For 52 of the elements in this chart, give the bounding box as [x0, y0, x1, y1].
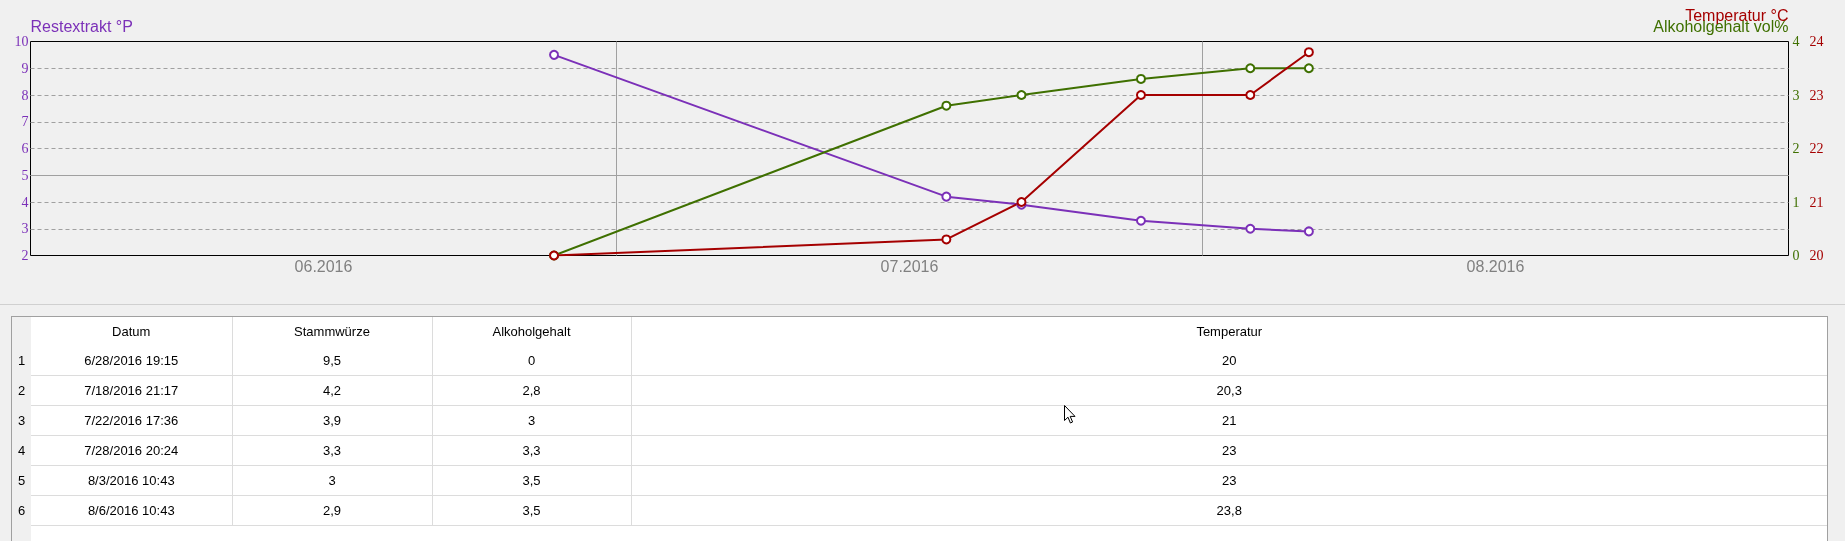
text: 3,3	[232, 435, 432, 466]
text: 3,3	[432, 435, 631, 466]
y-tick-label: 3	[21, 221, 29, 237]
text: Alkoholgehalt	[432, 317, 631, 346]
text: 7/22/2016 17:36	[31, 405, 232, 436]
text: 3,5	[432, 495, 631, 526]
y3-tick-label: 23	[1809, 87, 1824, 103]
x-tick-label: 06.2016	[294, 258, 353, 275]
y-tick-label: 10	[14, 34, 29, 49]
text: 8/6/2016 10:43	[31, 495, 232, 526]
text: 3	[232, 465, 432, 496]
x-tick-label: 08.2016	[1466, 258, 1525, 275]
text: 0	[432, 346, 631, 376]
y2-tick-label: 4	[1792, 34, 1800, 49]
y3-tick-label: 22	[1809, 141, 1824, 156]
text: 3,9	[232, 405, 432, 436]
text: 21	[631, 405, 1827, 436]
text: 8/3/2016 10:43	[31, 465, 232, 496]
y-tick-label: 8	[21, 87, 29, 103]
text: Stammwürze	[232, 317, 432, 346]
text: Temperatur	[1195, 323, 1264, 341]
text: 23,8	[631, 495, 1827, 526]
text: 2,8	[432, 375, 631, 406]
y3-tick-label: 24	[1809, 34, 1824, 49]
text: 2,9	[232, 495, 432, 526]
y2-tick-label: 3	[1792, 87, 1800, 103]
y3-tick-label: 20	[1809, 248, 1824, 263]
text: 20	[631, 346, 1827, 376]
y-tick-label: 5	[21, 167, 29, 183]
y2-tick-label: 0	[1792, 248, 1800, 263]
text: 6/28/2016 19:15	[31, 346, 232, 376]
text: 1	[12, 346, 31, 376]
text: 23	[631, 435, 1827, 466]
y-tick-label: 9	[21, 60, 29, 76]
y3-tick-label: 21	[1809, 194, 1824, 210]
text: 9,5	[232, 346, 432, 376]
y-tick-label: 2	[21, 248, 29, 263]
text: 4,2	[232, 375, 432, 406]
text: 20,3	[631, 375, 1827, 406]
text: 7/28/2016 20:24	[31, 435, 232, 466]
y-tick-label: 4	[21, 194, 29, 210]
y-axis-title: Restextrakt °P	[30, 18, 133, 36]
text: 23	[631, 465, 1827, 496]
text: 3	[432, 405, 631, 436]
x-axis-title: Datum	[31, 317, 232, 346]
x-tick-label: 07.2016	[880, 258, 939, 275]
y-tick-label: 7	[21, 114, 29, 130]
text: 7/18/2016 21:17	[31, 375, 232, 406]
y2-tick-label: 2	[1792, 141, 1800, 156]
y-tick-label: 6	[21, 141, 29, 156]
text: 3,5	[432, 465, 631, 496]
y2-tick-label: 1	[1792, 194, 1800, 210]
